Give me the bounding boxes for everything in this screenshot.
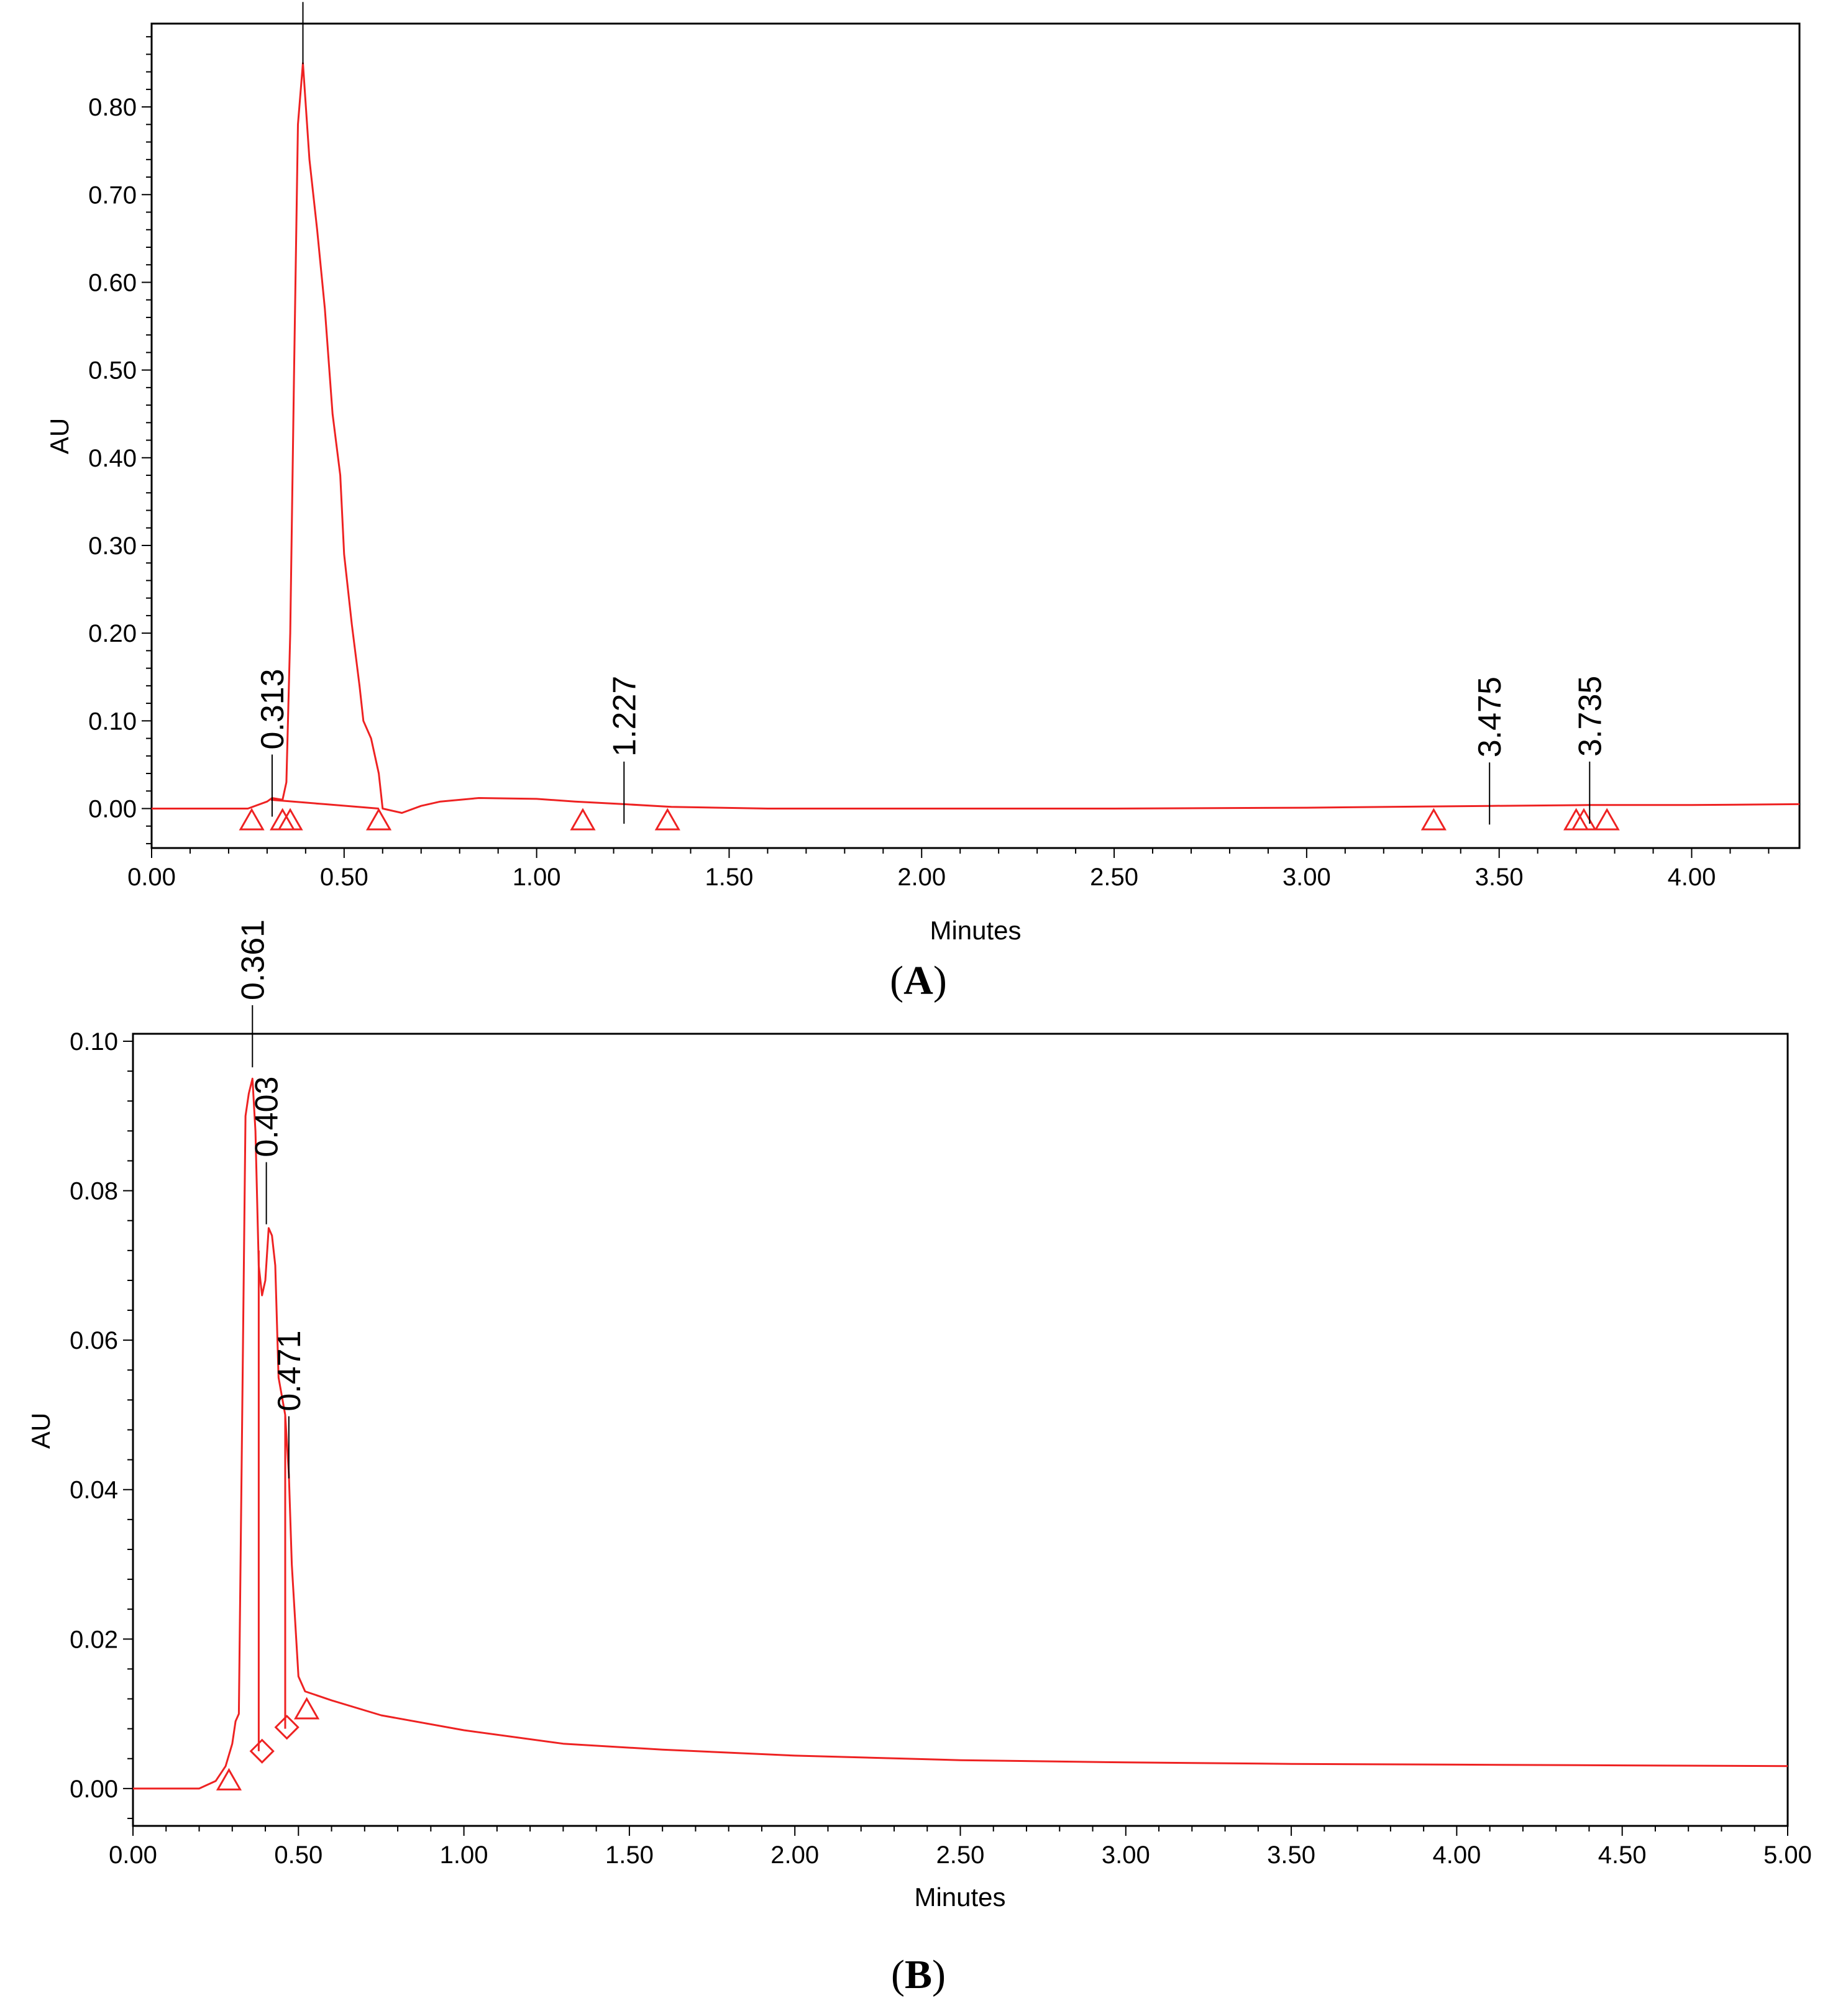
x-tick-label: 0.50 bbox=[320, 864, 368, 891]
y-tick-label: 0.70 bbox=[88, 181, 137, 209]
integration-triangle-marker bbox=[216, 1767, 242, 1790]
chart-panel-b: 0.00 0.50 1.00 1.50 2.00 2.50 3.00 3.50 4.00 4.50… bbox=[26, 919, 1812, 1997]
panel-caption-letter-a: A bbox=[903, 958, 933, 1003]
x-tick-label: 2.00 bbox=[770, 1841, 819, 1869]
y-tick-label: 0.80 bbox=[88, 94, 137, 121]
y-tick-label: 0.40 bbox=[88, 445, 137, 472]
x-tick-label: 3.50 bbox=[1475, 864, 1524, 891]
x-axis-b: 0.00 0.50 1.00 1.50 2.00 2.50 3.00 3.50 4.00 4.50… bbox=[109, 1826, 1812, 1869]
peak-label: 0.313 bbox=[255, 668, 291, 749]
panel-caption-letter-b: B bbox=[905, 1952, 932, 1997]
integration-diamond-marker bbox=[249, 1738, 275, 1764]
x-tick-label: 1.00 bbox=[440, 1841, 488, 1869]
x-tick-label: 2.00 bbox=[897, 864, 946, 891]
y-tick-label: 0.20 bbox=[88, 620, 137, 647]
y-tick-label: 0.02 bbox=[70, 1626, 118, 1653]
series-line-signal bbox=[152, 62, 1800, 814]
series-line-baseline bbox=[270, 798, 379, 810]
x-axis-title-b: Minutes bbox=[914, 1882, 1005, 1912]
integration-triangle-marker bbox=[294, 1697, 320, 1720]
x-tick-label: 4.00 bbox=[1668, 864, 1716, 891]
x-tick-label: 1.00 bbox=[513, 864, 561, 891]
x-axis-title-a: Minutes bbox=[930, 916, 1021, 945]
integration-triangle-marker bbox=[1563, 808, 1589, 831]
peak-label: 1.227 bbox=[606, 676, 642, 757]
x-tick-label: 1.50 bbox=[705, 864, 754, 891]
y-tick-label: 0.50 bbox=[88, 357, 137, 385]
plot-frame-a bbox=[150, 22, 1801, 849]
peak-label: 3.475 bbox=[1472, 677, 1508, 757]
peak-label: 3.735 bbox=[1572, 676, 1608, 757]
x-tick-label: 4.00 bbox=[1432, 1841, 1481, 1869]
y-tick-label: 0.04 bbox=[70, 1477, 118, 1504]
peak-label: 0.403 bbox=[249, 1077, 285, 1157]
x-tick-label: 4.50 bbox=[1598, 1841, 1647, 1869]
integration-triangle-marker bbox=[1571, 808, 1597, 831]
y-axis-title-a: AU bbox=[45, 418, 74, 454]
y-tick-label: 0.00 bbox=[88, 795, 137, 823]
integration-triangle-marker bbox=[365, 808, 392, 831]
y-tick-label: 0.00 bbox=[70, 1776, 118, 1803]
integration-triangle-marker bbox=[277, 808, 303, 831]
integration-triangle-marker bbox=[239, 808, 265, 831]
y-tick-label: 0.08 bbox=[70, 1178, 118, 1205]
y-tick-label: 0.10 bbox=[88, 708, 137, 735]
plot-area-b: 0.361 0.403 0.471 bbox=[133, 919, 1788, 1790]
integration-triangle-marker bbox=[1594, 808, 1620, 831]
y-axis-b: 0.00 0.02 0.04 0.06 0.08 0.10 bbox=[70, 1028, 133, 1819]
integration-triangle-marker bbox=[270, 808, 296, 831]
x-tick-label: 2.50 bbox=[936, 1841, 985, 1869]
y-axis-title-b: AU bbox=[26, 1413, 55, 1449]
x-tick-label: 0.50 bbox=[274, 1841, 322, 1869]
x-tick-label: 3.50 bbox=[1267, 1841, 1315, 1869]
x-tick-label: 0.00 bbox=[109, 1841, 157, 1869]
plot-frame-b bbox=[132, 1033, 1789, 1827]
chart-panel-a: 0.00 0.50 1.00 1.50 2.00 2.50 3.00 3.50 4.00 0.0… bbox=[45, 2, 1801, 1003]
panel-caption-a: (A) bbox=[890, 958, 947, 1003]
x-tick-label: 3.00 bbox=[1102, 1841, 1150, 1869]
x-tick-label: 3.00 bbox=[1282, 864, 1331, 891]
x-tick-label: 5.00 bbox=[1763, 1841, 1812, 1869]
y-tick-label: 0.06 bbox=[70, 1327, 118, 1354]
y-tick-label: 0.30 bbox=[88, 532, 137, 560]
y-tick-label: 0.10 bbox=[70, 1028, 118, 1056]
y-tick-label: 0.60 bbox=[88, 269, 137, 296]
peak-label: 0.471 bbox=[272, 1330, 308, 1411]
panel-caption-b: (B) bbox=[891, 1952, 946, 1997]
peak-label: 0.361 bbox=[235, 919, 271, 1000]
x-axis-a: 0.00 0.50 1.00 1.50 2.00 2.50 3.00 3.50 4.00 bbox=[127, 848, 1770, 891]
x-tick-label: 0.00 bbox=[127, 864, 176, 891]
series-line-signal bbox=[133, 1077, 1788, 1790]
x-tick-label: 2.50 bbox=[1090, 864, 1138, 891]
integration-triangle-marker bbox=[1420, 808, 1447, 831]
x-tick-label: 1.50 bbox=[605, 1841, 654, 1869]
integration-diamond-marker bbox=[274, 1715, 299, 1740]
integration-triangle-marker bbox=[654, 808, 680, 831]
integration-triangle-marker bbox=[570, 808, 596, 831]
y-axis-a: 0.00 0.10 0.20 0.30 0.40 0.50 0.60 0.70 0.80 bbox=[88, 36, 152, 844]
